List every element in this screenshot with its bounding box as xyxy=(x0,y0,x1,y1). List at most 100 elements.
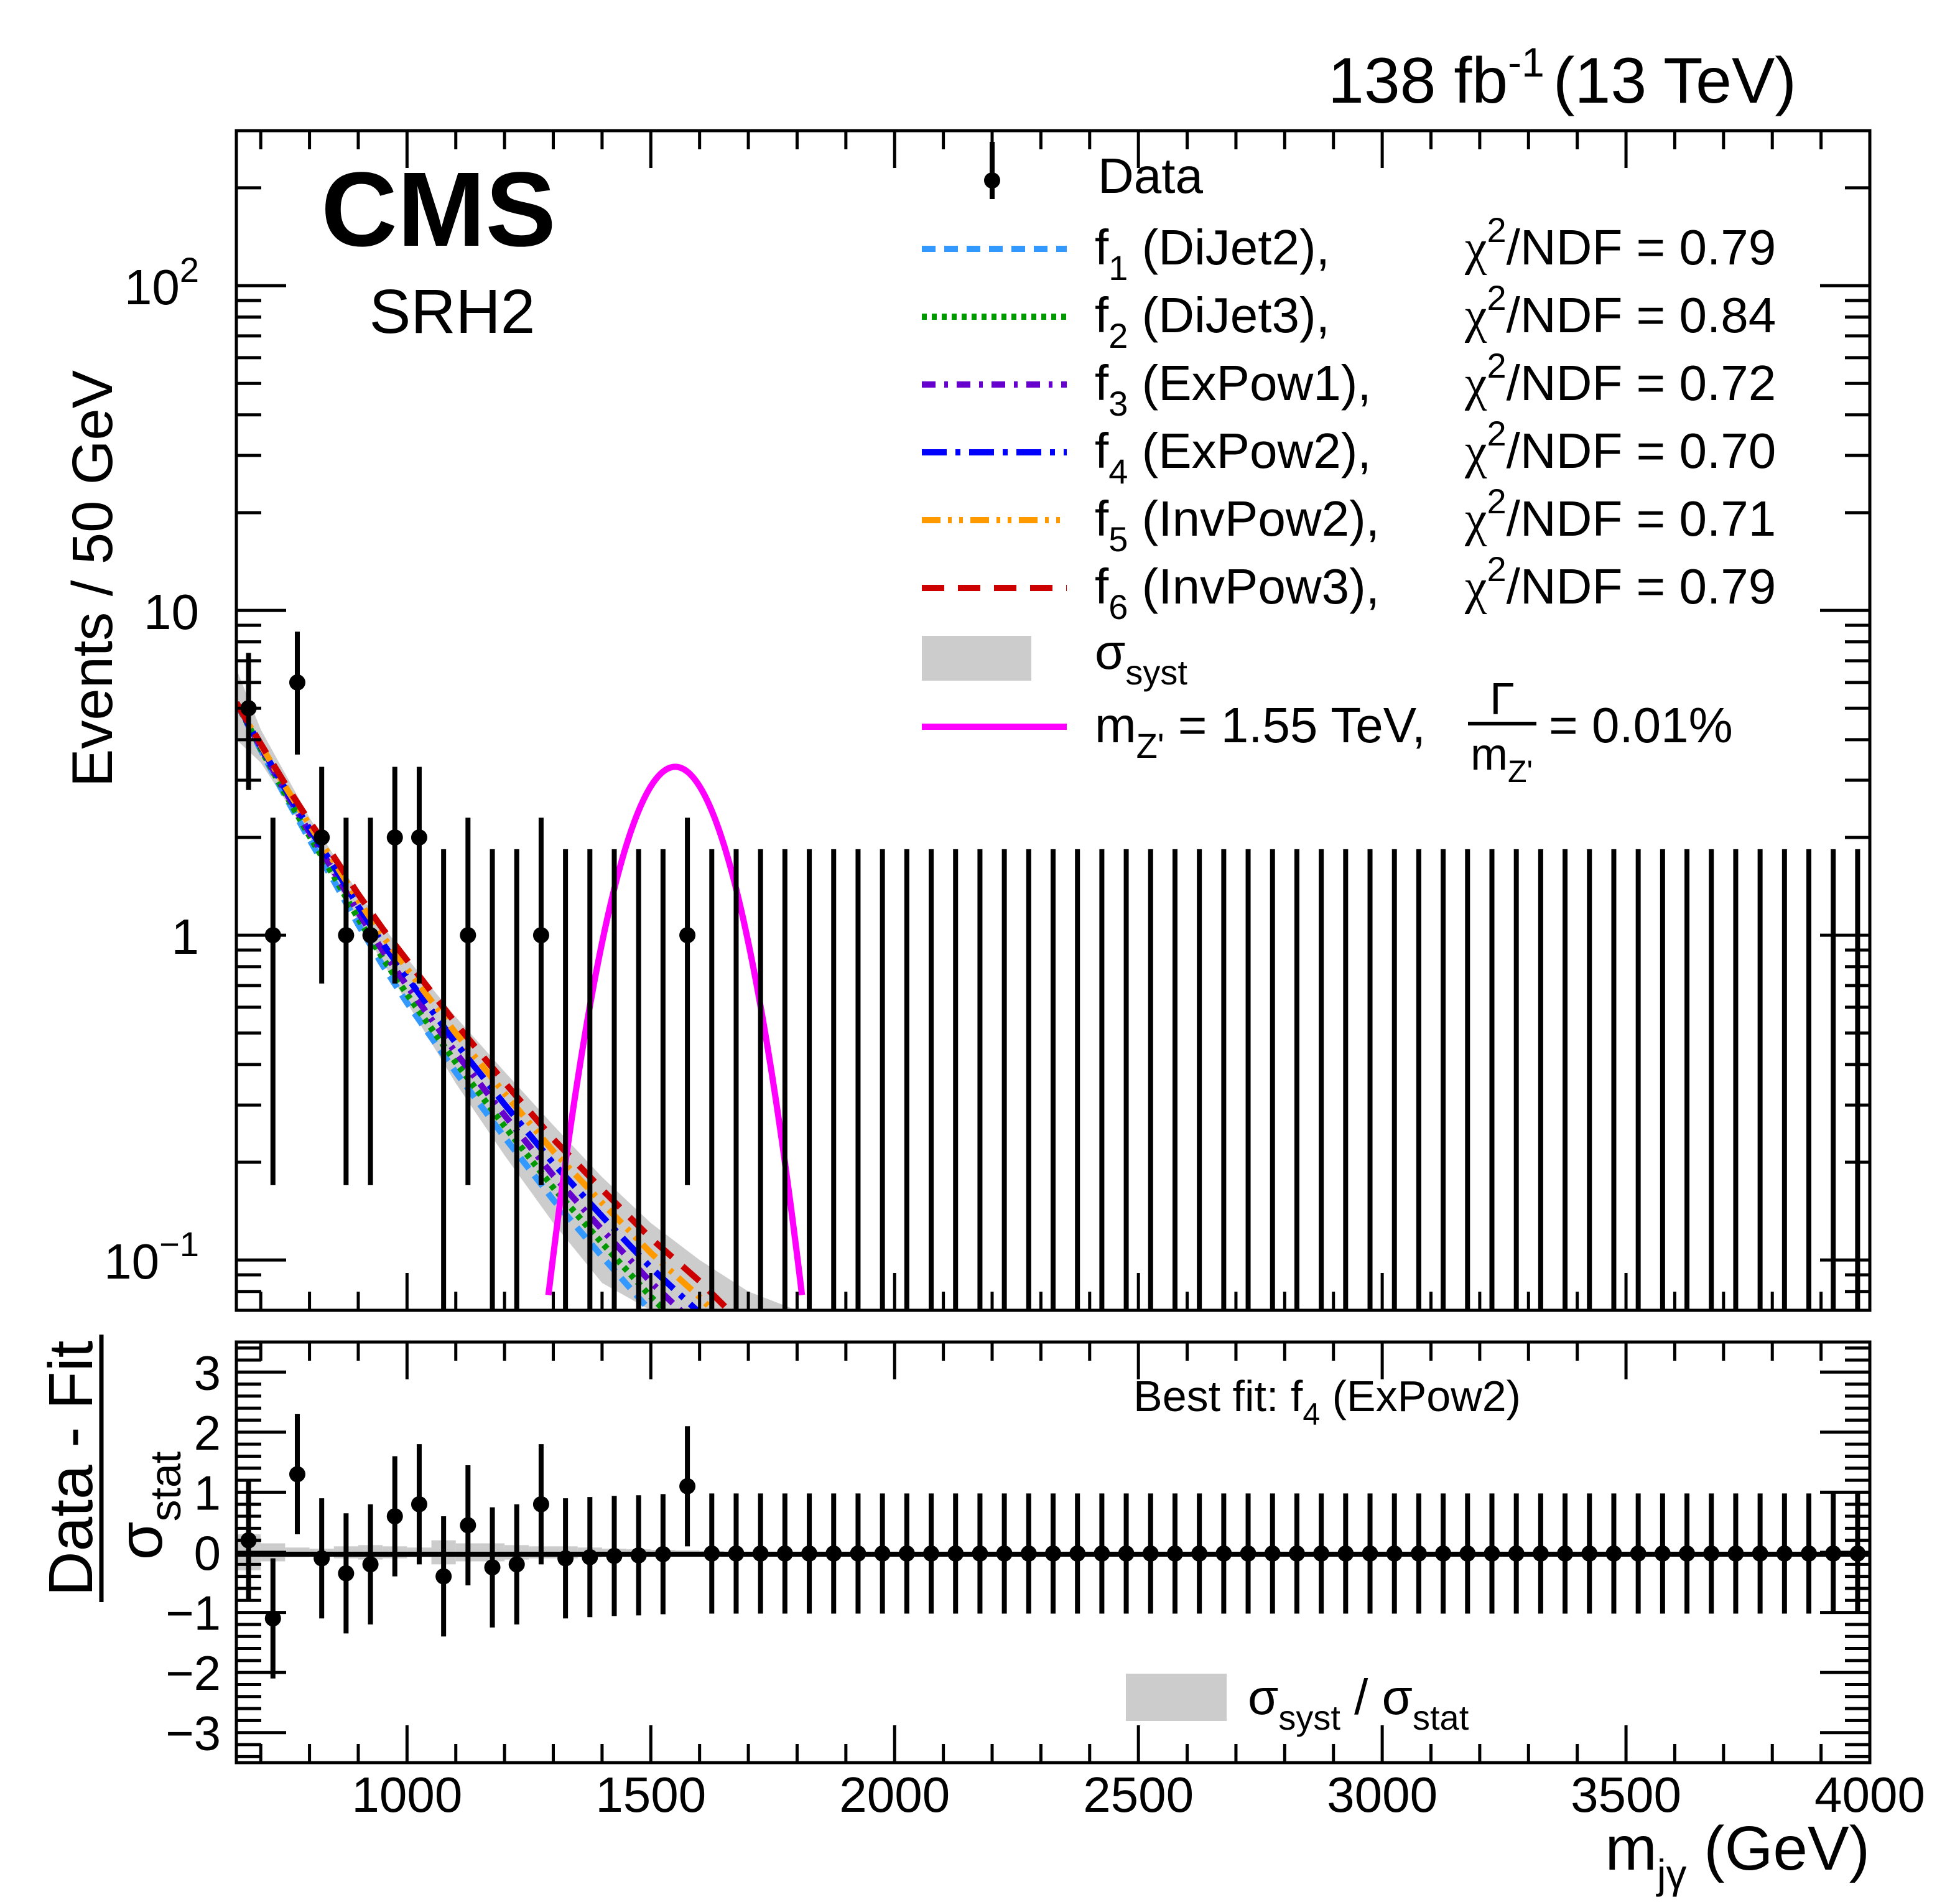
x-tick-label: 3500 xyxy=(1571,1767,1681,1822)
pull-point xyxy=(1142,1545,1159,1562)
pull-point xyxy=(630,1547,647,1564)
pull-point xyxy=(606,1547,623,1564)
pull-point xyxy=(289,1466,305,1483)
lower-legend-syst: σsyst / σstat xyxy=(1126,1669,1469,1737)
pull-point xyxy=(825,1545,842,1562)
y-tick-label: 102 xyxy=(124,250,199,315)
pull-point xyxy=(362,1556,379,1573)
pull-points xyxy=(240,1414,1866,1679)
svg-text:mZ': mZ' xyxy=(1470,730,1533,789)
upper-panel: 10−1 1 10 102 Events / 50 GeV CMS SRH2 Data… xyxy=(61,129,1872,1312)
data-point xyxy=(386,829,403,846)
lower-y-axis-label: Data - Fit σstat xyxy=(36,1335,190,1602)
x-tick-label: 3000 xyxy=(1327,1767,1437,1822)
pull-point xyxy=(1288,1545,1305,1562)
svg-text:σstat: σstat xyxy=(106,1452,190,1560)
pull-point xyxy=(1362,1545,1378,1562)
pull-point xyxy=(1484,1545,1500,1562)
legend-label-f2: f2 (DiJet3), xyxy=(1095,287,1330,355)
pull-point xyxy=(1069,1545,1086,1562)
svg-text:mZ' = 1.55 TeV,: mZ' = 1.55 TeV, xyxy=(1095,697,1426,765)
data-point xyxy=(532,927,549,944)
legend-chi2-f2: χ2/NDF = 0.84 xyxy=(1464,278,1776,343)
pull-point xyxy=(1240,1545,1256,1562)
y-tick-label: −3 xyxy=(165,1706,221,1761)
legend-chi2-f5: χ2/NDF = 0.71 xyxy=(1464,482,1776,547)
legend-fit-f1: f1 (DiJet2), χ2/NDF = 0.79 xyxy=(922,210,1776,287)
pull-point xyxy=(411,1496,427,1513)
pull-point xyxy=(1605,1545,1622,1562)
pull-point xyxy=(1630,1545,1646,1562)
pull-point xyxy=(898,1545,915,1562)
pull-point xyxy=(264,1610,281,1627)
pull-point xyxy=(947,1545,964,1562)
pull-point xyxy=(1801,1545,1818,1562)
svg-text:= 0.01%: = 0.01% xyxy=(1549,697,1733,753)
region-label: SRH2 xyxy=(369,277,536,347)
legend-fit-f3: f3 (ExPow1), χ2/NDF = 0.72 xyxy=(922,346,1776,423)
upper-frame xyxy=(235,129,1872,1312)
pull-point xyxy=(338,1565,355,1582)
pull-point xyxy=(1337,1545,1354,1562)
legend-chi2-f1: χ2/NDF = 0.79 xyxy=(1464,210,1776,276)
data-point xyxy=(289,674,305,691)
legend-label-f3: f3 (ExPow1), xyxy=(1095,355,1372,423)
pull-point xyxy=(1410,1545,1427,1562)
pull-point xyxy=(1727,1545,1744,1562)
data-point xyxy=(411,829,427,846)
pull-point xyxy=(1752,1545,1768,1562)
pull-point xyxy=(1581,1545,1598,1562)
pull-point xyxy=(508,1556,525,1573)
lumi-superscript: -1 xyxy=(1508,39,1544,85)
energy-label: (13 TeV) xyxy=(1553,45,1796,117)
pull-point xyxy=(874,1545,891,1562)
legend-fit-f2: f2 (DiJet3), χ2/NDF = 0.84 xyxy=(922,278,1776,355)
pull-point xyxy=(923,1545,940,1562)
x-axis-label: mjγ (GeV) xyxy=(1605,1814,1870,1897)
y-tick-label: 1 xyxy=(194,1465,221,1520)
upper-y-axis-label: Events / 50 GeV xyxy=(61,370,124,787)
y-tick-label: 3 xyxy=(194,1345,221,1400)
x-tick-label: 2000 xyxy=(839,1767,950,1822)
y-tick-label: 10−1 xyxy=(104,1224,199,1289)
legend-data: Data xyxy=(984,142,1203,203)
pull-point xyxy=(314,1550,330,1567)
svg-text:σsyst / σstat: σsyst / σstat xyxy=(1248,1669,1469,1737)
legend-chi2-f4: χ2/NDF = 0.70 xyxy=(1464,414,1776,479)
data-points xyxy=(240,632,1860,1310)
legend-fit-f5: f5 (InvPow2), χ2/NDF = 0.71 xyxy=(922,482,1776,559)
pull-point xyxy=(1508,1545,1525,1562)
best-fit-label: Best fit: f4 (ExPow2) xyxy=(1133,1372,1521,1432)
pull-point xyxy=(972,1545,988,1562)
pull-point xyxy=(1191,1545,1208,1562)
cms-label: CMS xyxy=(321,151,556,269)
pull-point xyxy=(1166,1545,1183,1562)
y-tick-label: −2 xyxy=(165,1646,221,1700)
legend-label-f6: f6 (InvPow3), xyxy=(1095,559,1380,627)
legend-syst: σsyst xyxy=(922,624,1187,692)
lower-y-tick-labels: −3 −2−1 0 12 3 xyxy=(165,1345,221,1760)
svg-text:σsyst: σsyst xyxy=(1095,624,1187,692)
pull-point xyxy=(752,1545,769,1562)
pull-point xyxy=(1264,1545,1281,1562)
pull-point xyxy=(1435,1545,1452,1562)
pull-point xyxy=(1313,1545,1330,1562)
x-tick-label: 1500 xyxy=(595,1767,706,1822)
x-tick-label: 2500 xyxy=(1083,1767,1194,1822)
pull-point xyxy=(1532,1545,1549,1562)
pull-point xyxy=(801,1545,818,1562)
y-tick-label: 10 xyxy=(144,584,199,640)
pull-point xyxy=(1459,1545,1476,1562)
lumi-label: 138 fb-1 (13 TeV) xyxy=(1328,39,1796,117)
pull-point xyxy=(850,1545,866,1562)
pull-point xyxy=(435,1568,452,1585)
legend-chi2-f3: χ2/NDF = 0.72 xyxy=(1464,346,1776,411)
pull-point xyxy=(1020,1545,1037,1562)
fit-curve-f6 xyxy=(236,701,733,1310)
pull-point xyxy=(1679,1545,1696,1562)
svg-text:Data: Data xyxy=(1098,148,1203,203)
pull-point xyxy=(557,1550,574,1567)
data-point xyxy=(314,829,330,846)
